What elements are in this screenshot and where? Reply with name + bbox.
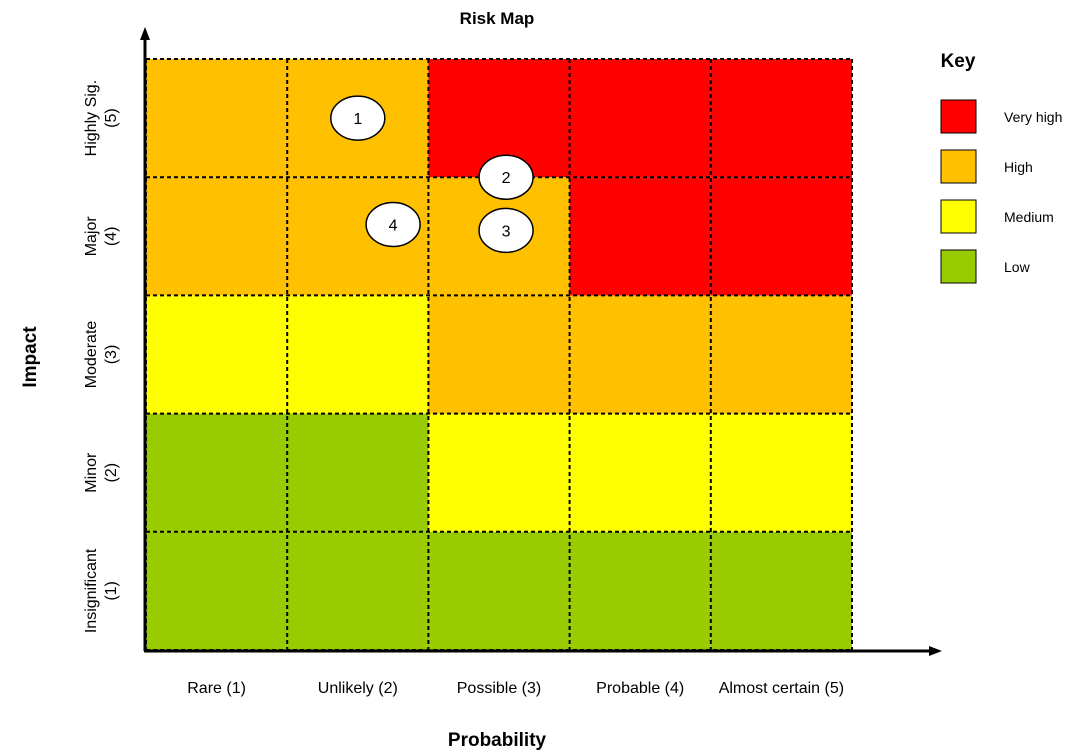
risk-point-marker bbox=[478, 154, 534, 200]
y-tick-label: Insignificant (1) bbox=[83, 548, 120, 633]
risk-point-label: 2 bbox=[502, 170, 511, 187]
y-tick-label-line: Major bbox=[83, 216, 100, 257]
risk-cell bbox=[710, 177, 852, 296]
chart-title: Risk Map bbox=[460, 9, 535, 28]
x-tick-labels: Rare (1) Unlikely (2) Possible (3) Probable… bbox=[187, 680, 844, 697]
risk-cell bbox=[710, 295, 852, 414]
risk-point-marker bbox=[478, 207, 534, 254]
y-tick-label-line: Moderate bbox=[83, 321, 100, 389]
risk-cell bbox=[146, 413, 288, 532]
risk-cells bbox=[146, 59, 852, 650]
x-axis-title: Probability bbox=[448, 730, 547, 751]
risk-cell bbox=[146, 531, 288, 650]
y-tick-label: Moderate (3) bbox=[83, 321, 120, 389]
y-tick-label-line: (2) bbox=[103, 463, 120, 483]
y-axis-arrowhead bbox=[140, 27, 150, 40]
risk-cell bbox=[710, 531, 852, 650]
x-tick-label: Rare (1) bbox=[187, 680, 246, 697]
legend-swatch bbox=[940, 199, 977, 234]
y-tick-label: Major (4) bbox=[83, 216, 120, 257]
x-tick-label: Probable (4) bbox=[596, 680, 684, 697]
risk-cell bbox=[428, 295, 570, 414]
risk-cell bbox=[710, 59, 852, 178]
y-tick-label-line: (1) bbox=[103, 581, 120, 601]
y-tick-label-line: (5) bbox=[103, 108, 120, 128]
risk-point-label: 1 bbox=[353, 111, 362, 128]
x-tick-label: Unlikely (2) bbox=[318, 680, 398, 697]
y-tick-label: Minor (2) bbox=[83, 452, 120, 493]
y-tick-labels: Insignificant (1) Minor (2) Moderate (3) Major… bbox=[83, 80, 120, 633]
risk-cell bbox=[146, 295, 288, 414]
y-tick-label-line: (3) bbox=[103, 345, 120, 365]
y-axis-title: Impact bbox=[20, 326, 41, 388]
risk-points: 1 2 3 4 bbox=[330, 95, 534, 254]
risk-cell bbox=[569, 177, 711, 296]
risk-cell bbox=[569, 295, 711, 414]
legend-label: Low bbox=[1004, 259, 1031, 275]
legend-label: Very high bbox=[1004, 109, 1062, 125]
y-tick-label-line: Insignificant bbox=[83, 548, 100, 633]
risk-cell bbox=[569, 413, 711, 532]
risk-cell bbox=[287, 531, 429, 650]
risk-cell bbox=[428, 413, 570, 532]
legend-swatch bbox=[940, 249, 977, 284]
risk-cell bbox=[428, 531, 570, 650]
y-tick-label-line: (4) bbox=[103, 227, 120, 247]
risk-point-label: 4 bbox=[389, 217, 398, 234]
axes bbox=[140, 27, 942, 656]
risk-point-label: 3 bbox=[502, 223, 511, 240]
risk-point-marker bbox=[330, 95, 386, 141]
risk-cell bbox=[710, 413, 852, 532]
legend: Key Very high High Medium Low bbox=[940, 51, 1062, 284]
risk-cell bbox=[569, 59, 711, 178]
legend-swatch bbox=[940, 149, 977, 184]
x-tick-label: Possible (3) bbox=[457, 680, 541, 697]
risk-cell bbox=[146, 59, 288, 178]
x-axis-arrowhead bbox=[929, 646, 942, 656]
legend-title: Key bbox=[941, 51, 976, 72]
legend-label: High bbox=[1004, 159, 1033, 175]
risk-cell bbox=[146, 177, 288, 296]
y-tick-label-line: Minor bbox=[83, 452, 100, 493]
risk-cell bbox=[287, 413, 429, 532]
legend-swatch bbox=[940, 99, 977, 134]
y-tick-label: Highly Sig. (5) bbox=[83, 80, 120, 156]
risk-cell bbox=[287, 295, 429, 414]
risk-point-marker bbox=[365, 201, 421, 248]
x-tick-label: Almost certain (5) bbox=[719, 680, 844, 697]
risk-cell bbox=[569, 531, 711, 650]
legend-label: Medium bbox=[1004, 209, 1054, 225]
y-tick-label-line: Highly Sig. bbox=[83, 80, 100, 156]
